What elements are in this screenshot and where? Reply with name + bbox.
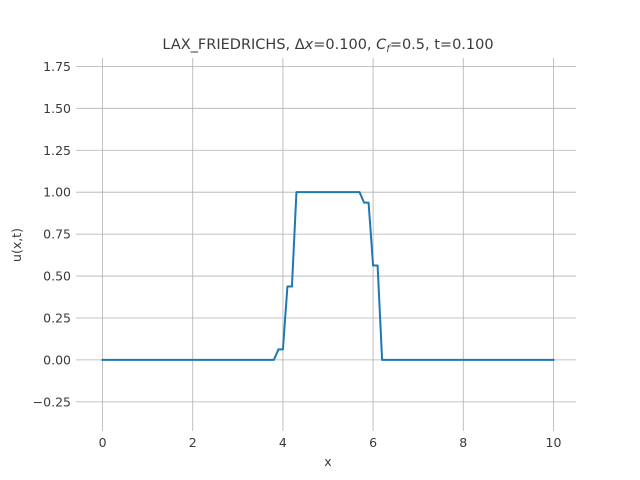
x-tick-label: 4 [279, 435, 287, 450]
x-tick-label: 0 [99, 435, 107, 450]
x-tick-label: 10 [546, 435, 562, 450]
x-tick-label: 2 [189, 435, 197, 450]
y-tick-label: 0.75 [43, 227, 71, 242]
grid [80, 58, 576, 427]
y-tick-label: 0.25 [43, 310, 71, 325]
y-tick-label: 0.00 [43, 352, 71, 367]
ticks: 0 2 4 6 8 10 −0.25 0.00 0.25 0.50 0.75 1.00 1.25 1.50… [33, 59, 562, 450]
x-tick-label: 6 [369, 435, 377, 450]
y-tick-label: 1.75 [43, 59, 71, 74]
y-tick-label: 1.50 [43, 101, 71, 116]
series-layer [101, 191, 555, 361]
x-tick-label: 8 [459, 435, 467, 450]
series-line [101, 191, 555, 361]
y-tick-label: −0.25 [33, 394, 71, 409]
chart-title: LAX_FRIEDRICHS, Δx=0.100, Cf=0.5, t=0.10… [162, 37, 493, 55]
y-axis-label: u(x,t) [9, 228, 24, 262]
y-tick-label: 0.50 [43, 269, 71, 284]
y-tick-label: 1.00 [43, 185, 71, 200]
y-tick-label: 1.25 [43, 143, 71, 158]
x-axis-label: x [324, 454, 331, 469]
